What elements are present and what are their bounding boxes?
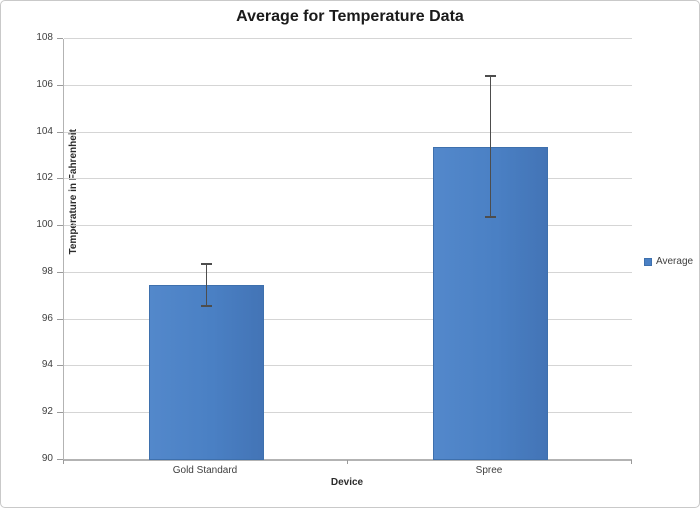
y-tick-label-104: 104 bbox=[36, 125, 53, 137]
x-axis-tick bbox=[63, 460, 64, 464]
y-tick-label-94: 94 bbox=[41, 359, 53, 371]
gridline-y-94 bbox=[64, 365, 632, 367]
gridline-y-106 bbox=[64, 84, 632, 86]
error-bar-cap-top bbox=[485, 75, 496, 77]
y-tick-label-108: 108 bbox=[36, 32, 53, 43]
gridline-y-98 bbox=[64, 271, 632, 273]
error-bar-cap-top bbox=[201, 263, 212, 265]
gridline-y-102 bbox=[64, 178, 632, 180]
y-axis-tick bbox=[57, 459, 63, 460]
y-tick-label-102: 102 bbox=[36, 172, 53, 184]
gridline-y-108 bbox=[64, 38, 632, 39]
error-bar-cap-bottom bbox=[201, 305, 212, 307]
gridline-y-104 bbox=[64, 131, 632, 133]
error-bar-line bbox=[490, 76, 491, 216]
legend-label: Average bbox=[656, 256, 694, 267]
y-axis-tick bbox=[57, 271, 63, 273]
y-axis-tick bbox=[57, 38, 63, 39]
plot-area bbox=[63, 38, 632, 461]
legend[interactable]: Average bbox=[644, 256, 693, 267]
bar-gold-standard[interactable] bbox=[149, 285, 264, 460]
gridline-y-96 bbox=[64, 318, 632, 320]
y-tick-label-92: 92 bbox=[41, 406, 53, 418]
y-tick-label-98: 98 bbox=[41, 265, 53, 277]
y-tick-label-106: 106 bbox=[36, 78, 53, 90]
y-axis-tick bbox=[57, 178, 63, 180]
gridline-y-100 bbox=[64, 225, 632, 227]
y-tick-label-100: 100 bbox=[36, 219, 53, 231]
y-axis-tick bbox=[57, 225, 63, 227]
gridline-y-92 bbox=[64, 412, 632, 414]
chart-title: Average for Temperature Data bbox=[236, 8, 464, 25]
y-axis-tick bbox=[57, 131, 63, 133]
x-axis-line bbox=[64, 459, 632, 461]
legend-swatch-icon bbox=[644, 257, 652, 266]
error-bar-cap-bottom bbox=[485, 216, 496, 218]
x-category-label-spree: Spree bbox=[475, 465, 503, 476]
x-axis-title: Device bbox=[330, 477, 364, 488]
x-category-label-gold-standard: Gold Standard bbox=[172, 465, 238, 476]
x-axis-tick bbox=[347, 460, 348, 464]
y-tick-label-96: 96 bbox=[41, 312, 53, 324]
error-bar-line bbox=[206, 264, 207, 306]
y-tick-label-90: 90 bbox=[41, 453, 53, 464]
y-axis-tick bbox=[57, 84, 63, 86]
y-axis-tick bbox=[57, 365, 63, 367]
y-axis-tick bbox=[57, 318, 63, 320]
x-axis-tick bbox=[631, 460, 632, 464]
y-axis-tick bbox=[57, 412, 63, 414]
